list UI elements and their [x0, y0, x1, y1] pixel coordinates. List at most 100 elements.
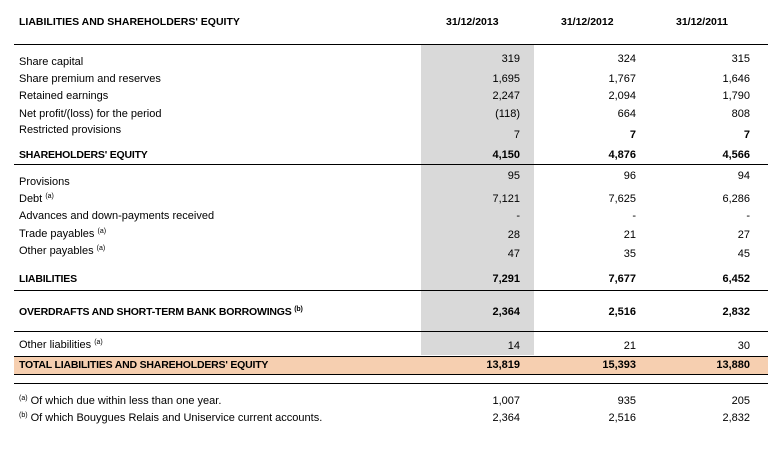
value-2011: 205 [731, 395, 750, 407]
value-2011: 30 [737, 340, 750, 352]
table-row: Share capital 319 324 315 [0, 53, 782, 70]
value-2012: 4,876 [608, 149, 636, 161]
row-label-other-payables: Other payables (a) [19, 243, 105, 259]
equity-rule [14, 164, 768, 165]
footnote-row-b: (b) Of which Bouygues Relais and Uniserv… [0, 410, 782, 426]
table-row: Provisions 95 96 94 [0, 170, 782, 190]
column-header-2011: 31/12/2011 [676, 16, 728, 28]
label-text: OVERDRAFTS AND SHORT-TERM BANK BORROWING… [19, 306, 292, 318]
row-label: Restricted provisions [19, 124, 122, 136]
row-label-overdrafts: OVERDRAFTS AND SHORT-TERM BANK BORROWING… [19, 304, 303, 320]
note-text: Of which due within less than one year. [30, 395, 222, 407]
table-row: Retained earnings 2,247 2,094 1,790 [0, 88, 782, 104]
subtotal-row-overdrafts: OVERDRAFTS AND SHORT-TERM BANK BORROWING… [0, 304, 782, 320]
table-row: Restricted provisions 7 7 7 [0, 122, 782, 141]
value-2012: 1,767 [608, 73, 636, 85]
table-title: LIABILITIES AND SHAREHOLDERS' EQUITY [19, 16, 240, 28]
footnote-ref: (b) [294, 306, 303, 313]
row-label: LIABILITIES [19, 273, 77, 285]
row-label: Net profit/(loss) for the period [19, 108, 162, 120]
value-2011: - [746, 210, 750, 222]
value-2012: 21 [623, 340, 636, 352]
label-text: Trade payables [19, 228, 95, 240]
value-2012: 35 [623, 248, 636, 260]
overdrafts-rule [14, 331, 768, 332]
value-2012: 96 [623, 170, 636, 182]
value-2011: 315 [731, 53, 750, 65]
table-row: Trade payables (a) 28 21 27 [0, 226, 782, 242]
subtotal-row-liabilities: LIABILITIES 7,291 7,677 6,452 [0, 271, 782, 287]
value-2011: 45 [737, 248, 750, 260]
value-2013: 2,247 [492, 90, 520, 102]
total-row: TOTAL LIABILITIES AND SHAREHOLDERS' EQUI… [0, 357, 782, 373]
value-2013: 7 [513, 129, 520, 141]
footnote-text: (b) Of which Bouygues Relais and Uniserv… [19, 410, 322, 426]
value-2011: 1,646 [722, 73, 750, 85]
footnote-ref: (a) [96, 245, 106, 252]
value-2011: 13,880 [716, 359, 750, 371]
total-row-highlight [14, 356, 768, 375]
value-2011: 2,832 [722, 306, 750, 318]
footnote-ref: (a) [94, 339, 103, 346]
table-row: Other payables (a) 47 35 45 [0, 243, 782, 260]
value-2013: 13,819 [486, 359, 520, 371]
value-2011: 7 [743, 129, 750, 141]
value-2011: 4,566 [722, 149, 750, 161]
table-row: Debt (a) 7,121 7,625 6,286 [0, 191, 782, 207]
value-2012: 935 [617, 395, 636, 407]
value-2013: 7,121 [492, 193, 520, 205]
value-2012: 2,094 [608, 90, 636, 102]
value-2013: 1,007 [492, 395, 520, 407]
footnote-marker: (a) [19, 395, 28, 402]
value-2012: 15,393 [602, 359, 636, 371]
table-row: Share premium and reserves 1,695 1,767 1… [0, 71, 782, 87]
column-header-2013: 31/12/2013 [446, 16, 499, 28]
row-label-trade-payables: Trade payables (a) [19, 226, 106, 242]
table-row: Net profit/(loss) for the period (118) 6… [0, 106, 782, 122]
value-2011: 808 [731, 108, 750, 120]
footnote-ref: (a) [45, 193, 54, 200]
value-2011: 6,286 [722, 193, 750, 205]
header-rule [14, 44, 768, 45]
value-2011: 6,452 [722, 273, 750, 285]
value-2013: - [516, 210, 520, 222]
liabilities-rule [14, 290, 768, 291]
row-label: Share capital [19, 56, 84, 68]
value-2013: 28 [507, 229, 520, 241]
value-2013: 7,291 [492, 273, 520, 285]
value-2013: 2,364 [492, 412, 520, 424]
table-row: Other liabilities (a) 14 21 30 [0, 337, 782, 353]
note-text: Of which Bouygues Relais and Uniservice … [30, 412, 323, 424]
footnote-text: (a) Of which due within less than one ye… [19, 393, 221, 409]
value-2011: 2,832 [722, 412, 750, 424]
label-text: Other liabilities [19, 339, 92, 351]
footnote-marker: (b) [19, 412, 28, 419]
col-2013-shade-2 [421, 164, 534, 355]
row-label: TOTAL LIABILITIES AND SHAREHOLDERS' EQUI… [19, 359, 269, 371]
value-2012: 7,677 [608, 273, 636, 285]
value-2012: 664 [617, 108, 636, 120]
row-label: SHAREHOLDERS' EQUITY [19, 149, 148, 161]
value-2013: 2,364 [492, 306, 520, 318]
value-2011: 1,790 [722, 90, 750, 102]
col-2013-shade-1 [421, 45, 534, 164]
value-2013: (118) [495, 108, 520, 120]
value-2011: 27 [737, 229, 750, 241]
value-2012: 2,516 [608, 412, 636, 424]
value-2013: 14 [507, 340, 520, 352]
row-label: Advances and down-payments received [19, 210, 215, 222]
label-text: Other payables [19, 245, 94, 257]
value-2011: 94 [737, 170, 750, 182]
row-label: Provisions [19, 176, 70, 188]
row-label: Share premium and reserves [19, 73, 161, 85]
value-2013: 319 [501, 53, 520, 65]
subtotal-row-equity: SHAREHOLDERS' EQUITY 4,150 4,876 4,566 [0, 147, 782, 163]
row-label-debt: Debt (a) [19, 191, 54, 207]
value-2012: 2,516 [608, 306, 636, 318]
value-2013: 1,695 [492, 73, 520, 85]
value-2012: 21 [623, 229, 636, 241]
value-2013: 4,150 [492, 149, 520, 161]
footnote-ref: (a) [97, 228, 107, 235]
value-2012: 7 [629, 129, 636, 141]
notes-rule [14, 383, 768, 384]
